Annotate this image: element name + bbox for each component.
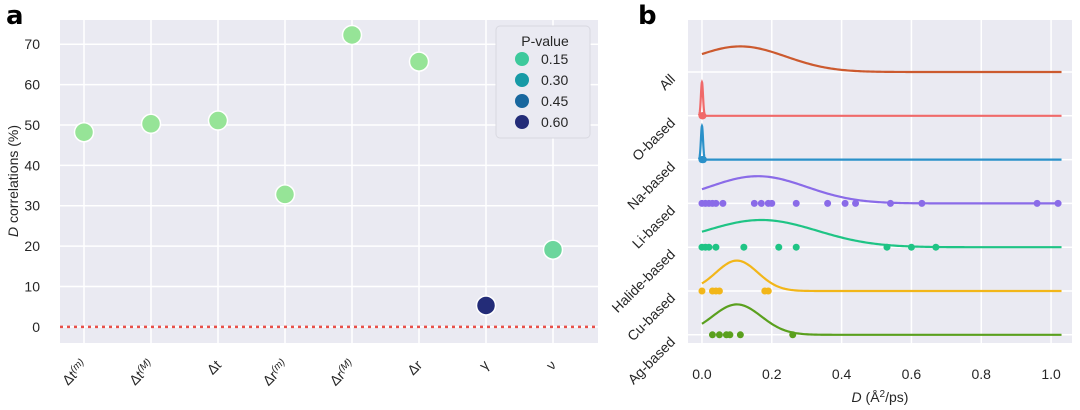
y-tick-label: 40 <box>24 157 40 173</box>
panel-a-letter: a <box>6 1 24 31</box>
correlation-point <box>274 184 296 205</box>
x-tick-label: Δt(M) <box>125 356 157 388</box>
data-point <box>726 331 734 339</box>
correlation-point <box>140 113 162 135</box>
density-curve <box>701 259 1062 293</box>
y-tick-label: 10 <box>24 278 40 294</box>
data-point <box>715 331 723 339</box>
data-point <box>932 243 940 251</box>
data-point <box>719 199 727 207</box>
correlation-point <box>475 295 497 316</box>
legend-swatch <box>515 73 529 87</box>
data-point <box>750 199 758 207</box>
y-tick-label: 0 <box>32 319 40 335</box>
data-point <box>699 112 707 120</box>
x-tick-label: 0.0 <box>692 366 712 382</box>
data-point <box>712 243 720 251</box>
x-axis-label-unit: (Å <box>862 389 881 405</box>
data-point <box>715 287 723 295</box>
x-tick-label: 1.0 <box>1041 366 1061 382</box>
correlation-point <box>408 51 430 72</box>
data-point <box>918 199 926 207</box>
x-axis-label-unit-end: /ps) <box>885 389 908 405</box>
data-point <box>764 287 772 295</box>
x-tick-label: Δt(m) <box>58 356 90 388</box>
legend-label: 0.45 <box>541 93 568 109</box>
ridge-label: Na-based <box>624 158 678 212</box>
y-tick-label: 70 <box>24 36 40 52</box>
data-point <box>708 331 716 339</box>
density-curve <box>701 45 1062 74</box>
data-point <box>1054 199 1062 207</box>
x-tick-label: Δt <box>203 357 224 378</box>
panel-b-letter: b <box>638 1 657 31</box>
data-point <box>907 243 915 251</box>
data-point <box>792 243 800 251</box>
y-tick-label: 60 <box>24 77 40 93</box>
data-point <box>792 199 800 207</box>
correlation-point <box>542 239 564 260</box>
legend-swatch <box>515 115 529 129</box>
data-point <box>824 199 832 207</box>
x-tick-label: 0.2 <box>762 366 782 382</box>
x-tick-label: Δr(m) <box>259 356 291 388</box>
panel-b: 0.0 0.2 0.4 0.6 0.8 1.0 AllO-basedNa-basedLi-… <box>608 20 1072 405</box>
data-point <box>1033 199 1041 207</box>
correlation-point <box>73 121 95 143</box>
data-point <box>886 199 894 207</box>
x-tick-label: Δr(M) <box>326 356 358 388</box>
x-tick-label: 0.8 <box>972 366 992 382</box>
data-point <box>852 199 860 207</box>
legend-swatch <box>515 52 529 66</box>
density-curve <box>697 122 1062 161</box>
ridge-label: O-based <box>629 115 678 164</box>
x-tick-label: 0.4 <box>832 366 852 382</box>
panel-b-background <box>688 20 1072 343</box>
x-tick-label: γ <box>476 357 492 373</box>
data-point <box>698 287 706 295</box>
density-curve <box>701 303 1062 336</box>
data-point <box>712 199 720 207</box>
ridge-label: All <box>656 71 678 93</box>
x-axis-label-exponent: 2 <box>880 389 886 400</box>
data-point <box>789 331 797 339</box>
y-axis-label-symbol: D <box>5 227 21 237</box>
legend-label: 0.60 <box>541 114 568 130</box>
density-curve <box>701 175 1062 205</box>
data-point <box>699 156 707 164</box>
y-axis-label: D correlations (%) <box>5 125 21 237</box>
y-tick-label: 50 <box>24 117 40 133</box>
density-curve <box>697 79 1062 117</box>
correlation-point <box>341 24 363 46</box>
data-point <box>757 199 765 207</box>
y-tick-label: 30 <box>24 198 40 214</box>
legend-label: 0.30 <box>541 72 568 88</box>
x-tick-label: Δr <box>404 357 425 378</box>
x-tick-label: 0.6 <box>902 366 922 382</box>
legend-swatch <box>515 94 529 108</box>
x-axis-label-symbol: D <box>852 389 862 405</box>
legend-label: 0.15 <box>541 51 568 67</box>
x-tick-label: ν <box>543 357 559 373</box>
data-point <box>775 243 783 251</box>
data-point <box>841 199 849 207</box>
legend-title: P-value <box>521 33 569 49</box>
y-tick-label: 20 <box>24 238 40 254</box>
data-point <box>736 331 744 339</box>
data-point <box>768 199 776 207</box>
x-axis-label: D (Å2/ps) <box>852 389 909 406</box>
panel-a: 0 10 20 30 40 50 60 70 Δt(m) Δt(M) Δt Δr(m) Δr(M) Δr… <box>5 20 598 389</box>
data-point <box>883 243 891 251</box>
correlation-point <box>207 110 229 131</box>
density-curve <box>701 218 1062 249</box>
y-axis-label-text: correlations (%) <box>5 125 21 227</box>
pvalue-legend: P-value 0.15 0.30 0.45 0.60 <box>495 25 591 139</box>
data-point <box>705 243 713 251</box>
data-point <box>740 243 748 251</box>
